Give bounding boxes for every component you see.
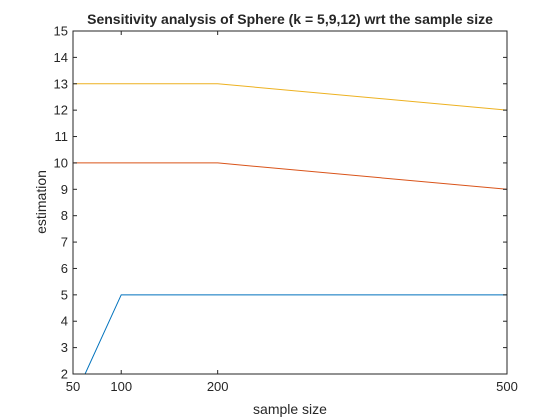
x-tick-label: 200 — [207, 379, 229, 394]
series-layer — [73, 83, 507, 374]
y-tick-label: 4 — [61, 314, 68, 329]
y-tick-label: 12 — [54, 103, 68, 118]
y-tick-label: 8 — [61, 208, 68, 223]
y-tick-label: 7 — [61, 235, 68, 250]
plot-area — [73, 31, 507, 374]
y-tick-label: 14 — [54, 50, 68, 65]
y-tick-label: 10 — [54, 155, 68, 170]
y-tick-label: 5 — [61, 287, 68, 302]
series-line-1 — [84, 294, 507, 374]
y-tick-label: 2 — [61, 367, 68, 382]
y-tick-label: 3 — [61, 340, 68, 355]
y-tick-label: 13 — [54, 76, 68, 91]
x-tick-label: 500 — [496, 379, 518, 394]
y-axis-label: estimation — [33, 170, 49, 234]
series-line-3 — [73, 83, 507, 111]
x-tick-label: 50 — [66, 379, 80, 394]
chart-title: Sensitivity analysis of Sphere (k = 5,9,… — [87, 11, 493, 27]
axes-box — [72, 30, 508, 375]
y-tick-label: 6 — [61, 261, 68, 276]
y-tick-label: 15 — [54, 24, 68, 39]
x-axis-label: sample size — [253, 401, 327, 417]
y-tick-label: 9 — [61, 182, 68, 197]
x-tick-label: 100 — [110, 379, 132, 394]
tick-layer: 50 100 200 500 2 3 4 5 6 7 8 9 10 11 12 13 14 15 — [54, 24, 518, 395]
y-tick-label: 11 — [55, 129, 69, 144]
series-line-2 — [73, 162, 507, 190]
